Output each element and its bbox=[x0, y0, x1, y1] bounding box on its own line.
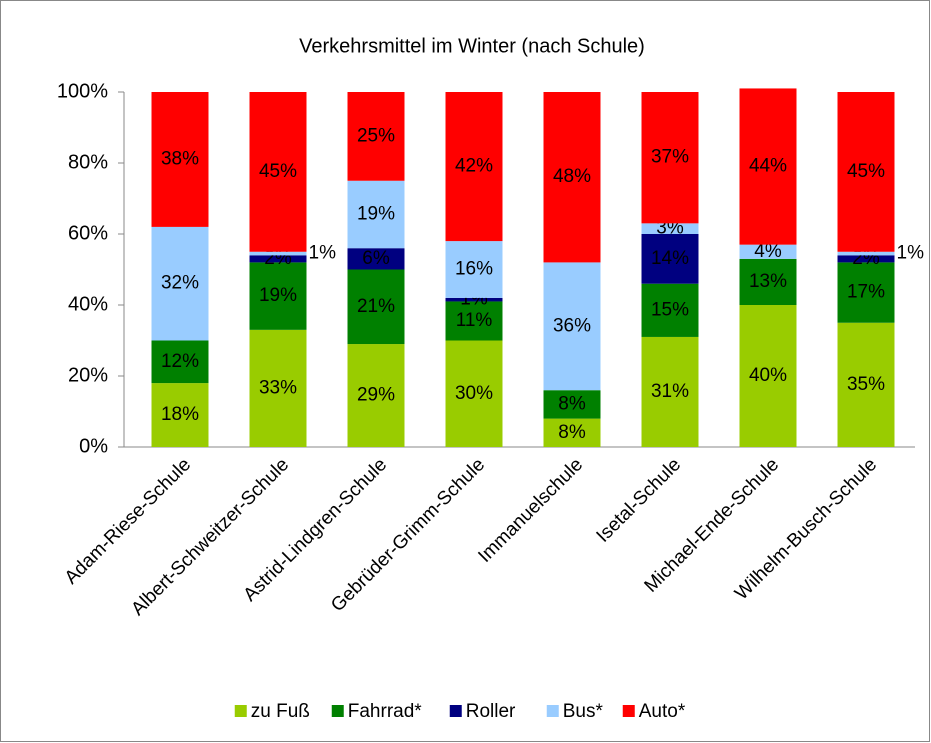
bar-segment bbox=[151, 340, 209, 384]
y-tick-label: 20% bbox=[68, 364, 108, 386]
data-label: 1% bbox=[897, 243, 925, 264]
bar-segment bbox=[151, 92, 209, 227]
bar-segment bbox=[445, 297, 503, 302]
bar-segment bbox=[837, 255, 895, 263]
data-label: 19% bbox=[357, 203, 395, 224]
legend-label: Bus* bbox=[563, 701, 604, 722]
data-label: 12% bbox=[161, 351, 199, 372]
bar-segment bbox=[543, 92, 601, 263]
legend-swatch bbox=[449, 705, 462, 717]
bar-segment bbox=[837, 251, 895, 256]
bar-segment bbox=[347, 180, 405, 249]
data-label: 15% bbox=[651, 299, 689, 320]
bar-segment bbox=[249, 262, 307, 330]
bar-segment bbox=[151, 226, 209, 341]
legend-label: Roller bbox=[466, 701, 516, 722]
data-label: 18% bbox=[161, 404, 199, 425]
legend-swatch bbox=[234, 705, 247, 717]
bar-segment bbox=[151, 383, 209, 447]
bar-segment bbox=[641, 92, 699, 224]
bar-segment bbox=[249, 329, 307, 447]
data-label: 14% bbox=[651, 248, 689, 269]
bar-segment bbox=[543, 390, 601, 419]
bar-segment bbox=[249, 251, 307, 256]
legend-swatch bbox=[622, 705, 635, 717]
data-label: 48% bbox=[553, 166, 591, 187]
bar-segment bbox=[445, 92, 503, 242]
y-tick-label: 0% bbox=[79, 435, 108, 457]
chart-title: Verkehrsmittel im Winter (nach Schule) bbox=[299, 35, 645, 57]
data-label: 8% bbox=[558, 422, 586, 443]
data-label: 31% bbox=[651, 381, 689, 402]
data-label: 17% bbox=[847, 282, 885, 303]
data-label: 29% bbox=[357, 385, 395, 406]
bar-segment bbox=[445, 301, 503, 341]
bar-segment bbox=[739, 88, 797, 245]
y-tick-label: 40% bbox=[68, 293, 108, 315]
data-label: 45% bbox=[259, 161, 297, 182]
y-tick-label: 80% bbox=[68, 151, 108, 173]
data-label: 44% bbox=[749, 156, 787, 177]
data-label: 45% bbox=[847, 161, 885, 182]
data-label: 6% bbox=[362, 248, 390, 269]
data-label: 32% bbox=[161, 273, 199, 294]
y-tick-label: 60% bbox=[68, 222, 108, 244]
bar-segment bbox=[641, 234, 699, 284]
data-label: 30% bbox=[455, 383, 493, 404]
bar-segment bbox=[739, 244, 797, 259]
legend-swatch bbox=[331, 705, 344, 717]
bar-segment bbox=[445, 241, 503, 298]
legend-label: zu Fuß bbox=[251, 701, 310, 722]
data-label: 16% bbox=[455, 259, 493, 280]
data-label: 36% bbox=[553, 315, 591, 336]
data-label: 35% bbox=[847, 374, 885, 395]
data-label: 11% bbox=[456, 310, 493, 331]
bar-segment bbox=[641, 336, 699, 447]
legend-swatch bbox=[546, 705, 559, 717]
bar-segment bbox=[543, 262, 601, 391]
bar-segment bbox=[739, 305, 797, 447]
legend-label: Auto* bbox=[639, 701, 686, 722]
bar-segment bbox=[641, 223, 699, 234]
data-label: 4% bbox=[754, 241, 782, 262]
data-label: 13% bbox=[749, 271, 787, 292]
data-label: 33% bbox=[259, 377, 297, 398]
bar-segment bbox=[837, 92, 895, 252]
bar-segment bbox=[347, 92, 405, 181]
data-label: 21% bbox=[357, 296, 395, 317]
legend-label: Fahrrad* bbox=[348, 701, 423, 722]
bar-segment bbox=[543, 418, 601, 447]
bar-segment bbox=[347, 269, 405, 345]
data-label: 1% bbox=[309, 243, 337, 264]
data-label: 38% bbox=[161, 148, 199, 169]
bar-segment bbox=[837, 262, 895, 323]
bar-segment bbox=[837, 322, 895, 447]
bar-segment bbox=[445, 340, 503, 447]
data-label: 40% bbox=[749, 365, 787, 386]
data-label: 8% bbox=[558, 393, 586, 414]
data-label: 25% bbox=[357, 125, 395, 146]
bar-segment bbox=[739, 258, 797, 305]
bar-segment bbox=[347, 344, 405, 447]
bar-segment bbox=[249, 255, 307, 263]
bar-segment bbox=[347, 248, 405, 270]
data-label: 37% bbox=[651, 147, 689, 168]
bar-segment bbox=[641, 283, 699, 337]
data-label: 19% bbox=[259, 285, 297, 306]
data-label: 42% bbox=[455, 156, 493, 177]
y-tick-label: 100% bbox=[57, 80, 108, 102]
bar-segment bbox=[249, 92, 307, 252]
